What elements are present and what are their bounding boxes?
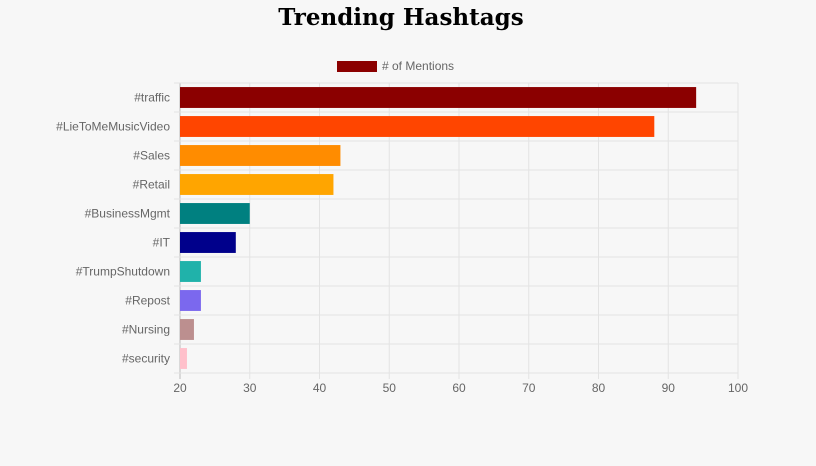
y-tick-label: #LieToMeMusicVideo [56,120,170,134]
x-axis-labels: 20 30 40 50 60 70 80 90 100 [173,381,748,395]
bar[interactable] [180,348,187,369]
x-tick-label: 50 [383,381,397,395]
y-tick-label: #Sales [133,149,170,163]
bar[interactable] [180,87,697,108]
y-tick-label: #IT [153,236,171,250]
bar[interactable] [180,261,201,282]
bar[interactable] [180,232,236,253]
bar[interactable] [180,290,201,311]
x-tick-label: 40 [313,381,327,395]
x-tick-label: 30 [243,381,257,395]
legend[interactable]: # of Mentions [337,59,454,73]
x-tick-label: 60 [452,381,466,395]
bar[interactable] [180,145,341,166]
y-tick-label: #traffic [134,91,170,105]
bar[interactable] [180,319,194,340]
legend-swatch [337,61,377,72]
chart-title: Trending Hashtags [278,4,524,31]
y-tick-label: #security [122,352,170,366]
legend-label: # of Mentions [382,59,454,73]
y-axis-labels: #traffic #LieToMeMusicVideo #Sales #Retail #… [56,91,171,366]
x-tick-label: 20 [173,381,187,395]
bar[interactable] [180,203,250,224]
x-tick-label: 90 [662,381,676,395]
y-tick-label: #BusinessMgmt [85,207,171,221]
x-tick-label: 80 [592,381,606,395]
bar[interactable] [180,116,655,137]
x-tick-label: 100 [728,381,748,395]
y-tick-label: #TrumpShutdown [76,265,170,279]
y-tick-label: #Repost [125,294,170,308]
bar[interactable] [180,174,334,195]
bars [180,87,697,369]
y-tick-label: #Retail [133,178,170,192]
x-tick-label: 70 [522,381,536,395]
y-tick-label: #Nursing [122,323,170,337]
